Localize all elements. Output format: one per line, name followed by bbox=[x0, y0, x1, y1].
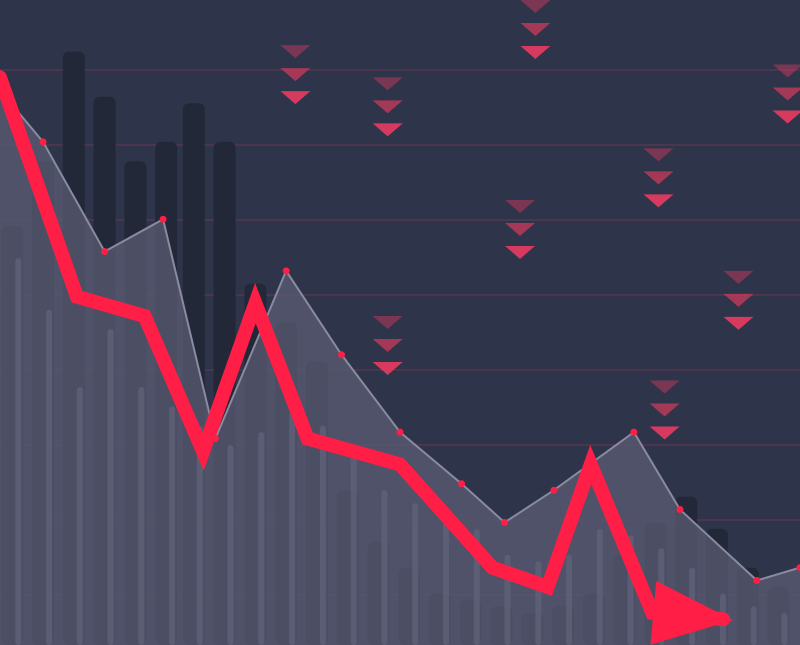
down-marker bbox=[772, 64, 800, 124]
down-triangle-icon bbox=[280, 68, 311, 82]
down-marker bbox=[643, 148, 674, 208]
area-point bbox=[159, 215, 167, 223]
down-triangle-icon bbox=[772, 64, 800, 78]
down-triangle-icon bbox=[520, 46, 551, 59]
down-triangle-icon bbox=[372, 316, 403, 330]
down-triangle-icon bbox=[372, 339, 403, 353]
down-triangle-icon bbox=[505, 222, 535, 236]
down-triangle-icon bbox=[772, 87, 800, 101]
down-triangle-icon bbox=[643, 194, 674, 208]
light-bar bbox=[76, 387, 83, 645]
down-marker bbox=[372, 77, 403, 137]
down-triangle-icon bbox=[505, 245, 535, 259]
down-triangle-icon bbox=[372, 123, 403, 137]
area-point bbox=[282, 267, 290, 275]
light-bar bbox=[443, 516, 449, 645]
down-triangle-icon bbox=[723, 316, 754, 330]
area-point bbox=[550, 486, 558, 494]
trend-line bbox=[0, 70, 731, 627]
light-bar bbox=[196, 425, 203, 645]
down-triangle-icon bbox=[643, 171, 674, 185]
trend-line-group bbox=[0, 70, 734, 645]
light-bar bbox=[535, 561, 542, 645]
down-marker bbox=[505, 199, 535, 259]
area-point bbox=[501, 518, 509, 526]
light-bar bbox=[227, 445, 234, 645]
down-triangle-icon bbox=[372, 362, 403, 376]
light-bar bbox=[781, 612, 788, 645]
area-point bbox=[101, 248, 109, 256]
down-marker bbox=[372, 316, 403, 376]
down-marker bbox=[520, 0, 551, 59]
light-bar bbox=[138, 387, 145, 645]
down-triangle-icon bbox=[772, 110, 800, 124]
area-point bbox=[338, 351, 346, 359]
area-point bbox=[396, 428, 404, 436]
area-point bbox=[39, 138, 47, 146]
down-marker bbox=[723, 270, 754, 330]
light-bar bbox=[596, 528, 603, 645]
down-marker bbox=[649, 380, 680, 440]
down-triangle-icon bbox=[520, 0, 551, 13]
down-markers bbox=[280, 0, 800, 440]
light-bar bbox=[258, 432, 265, 645]
light-bar bbox=[319, 425, 326, 645]
light-bar bbox=[750, 606, 757, 645]
down-triangle-icon bbox=[649, 380, 680, 394]
down-triangle-icon bbox=[723, 270, 754, 284]
light-bar bbox=[350, 451, 357, 645]
area-point bbox=[753, 577, 761, 584]
area-point bbox=[676, 506, 684, 514]
down-marker bbox=[280, 45, 311, 105]
light-bar bbox=[15, 258, 22, 645]
down-triangle-icon bbox=[649, 403, 680, 417]
trend-arrow-head bbox=[650, 580, 734, 645]
down-triangle-icon bbox=[505, 199, 535, 213]
light-bar bbox=[289, 412, 296, 645]
area-point bbox=[796, 564, 800, 572]
down-triangle-icon bbox=[280, 45, 311, 59]
down-triangle-icon bbox=[723, 293, 754, 307]
light-bar bbox=[107, 328, 114, 645]
light-volume-bars bbox=[15, 258, 788, 645]
down-triangle-icon bbox=[520, 23, 551, 36]
area-point bbox=[630, 428, 638, 436]
light-bar bbox=[381, 490, 388, 645]
light-bar bbox=[412, 503, 419, 645]
light-bar bbox=[169, 406, 176, 645]
down-triangle-icon bbox=[372, 77, 403, 91]
down-triangle-icon bbox=[643, 148, 674, 162]
down-triangle-icon bbox=[372, 100, 403, 114]
area-point bbox=[458, 480, 466, 488]
down-triangle-icon bbox=[649, 426, 680, 440]
background-area bbox=[0, 86, 800, 645]
down-triangle-icon bbox=[280, 91, 311, 105]
light-bar bbox=[46, 309, 53, 645]
light-bar bbox=[566, 554, 573, 645]
area-fill bbox=[0, 90, 800, 645]
